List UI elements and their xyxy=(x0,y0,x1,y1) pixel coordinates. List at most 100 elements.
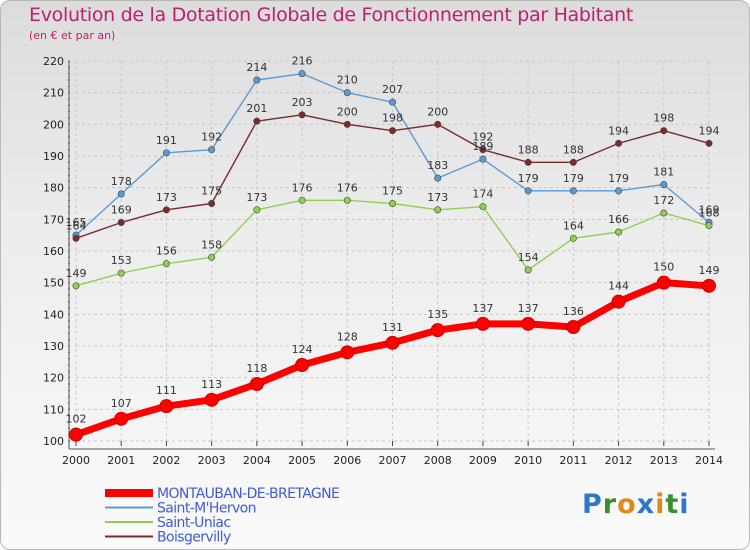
data-label: 149 xyxy=(699,264,720,277)
y-tick-label: 210 xyxy=(43,87,64,100)
data-point xyxy=(117,269,125,277)
data-point xyxy=(298,196,306,204)
x-tick-label: 2012 xyxy=(605,454,633,467)
data-label: 128 xyxy=(337,330,358,343)
data-label: 179 xyxy=(608,172,629,185)
logo-letter: P xyxy=(582,489,603,520)
data-label: 124 xyxy=(292,343,313,356)
data-point xyxy=(660,127,668,135)
data-label: 191 xyxy=(156,134,177,147)
data-label: 178 xyxy=(111,175,132,188)
data-point xyxy=(162,206,170,214)
logo-letter: o xyxy=(617,489,637,520)
data-label: 201 xyxy=(246,102,267,115)
data-point xyxy=(611,294,626,309)
data-label: 137 xyxy=(518,302,539,315)
data-point xyxy=(159,399,174,414)
data-point xyxy=(524,266,532,274)
data-label: 192 xyxy=(472,131,493,144)
data-point xyxy=(479,146,487,154)
data-point xyxy=(298,70,306,78)
data-label: 153 xyxy=(111,254,132,267)
data-label: 200 xyxy=(427,105,448,118)
data-label: 176 xyxy=(292,181,313,194)
data-point xyxy=(656,275,671,290)
data-point xyxy=(114,411,129,426)
x-tick-label: 2004 xyxy=(243,454,271,467)
data-point xyxy=(434,120,442,128)
x-tick-label: 2009 xyxy=(469,454,497,467)
data-point xyxy=(615,228,623,236)
data-label: 192 xyxy=(201,131,222,144)
data-point xyxy=(615,139,623,147)
axes: 100 110 120 130 140 150 160 170 180 190 200 210 220 2… xyxy=(43,55,723,467)
data-label: 173 xyxy=(427,191,448,204)
data-point xyxy=(162,260,170,268)
data-point xyxy=(388,200,396,208)
data-label: 118 xyxy=(246,362,267,375)
data-label: 131 xyxy=(382,321,403,334)
chart-subtitle: (en € et par an) xyxy=(29,29,116,42)
data-point xyxy=(569,158,577,166)
data-label: 136 xyxy=(563,305,584,318)
data-point xyxy=(524,158,532,166)
x-tick-label: 2006 xyxy=(333,454,361,467)
data-point xyxy=(117,190,125,198)
data-label: 183 xyxy=(427,159,448,172)
y-tick-label: 190 xyxy=(43,150,64,163)
y-tick-label: 150 xyxy=(43,277,64,290)
data-point xyxy=(479,203,487,211)
data-label: 135 xyxy=(427,308,448,321)
data-point xyxy=(295,358,310,372)
data-label: 194 xyxy=(699,124,720,137)
data-point xyxy=(524,187,532,195)
data-point xyxy=(72,234,80,242)
data-point xyxy=(521,316,536,331)
x-tick-label: 2000 xyxy=(62,454,90,467)
data-label: 173 xyxy=(246,191,267,204)
legend-label-0: MONTAUBAN-DE-BRETAGNE xyxy=(157,486,339,502)
data-label: 173 xyxy=(156,191,177,204)
data-label: 181 xyxy=(653,166,674,179)
data-label: 172 xyxy=(653,194,674,207)
data-label: 210 xyxy=(337,74,358,87)
data-point xyxy=(298,111,306,119)
data-point xyxy=(479,155,487,163)
data-label: 179 xyxy=(518,172,539,185)
data-label: 150 xyxy=(653,261,674,274)
x-tick-label: 2014 xyxy=(695,454,723,467)
data-point xyxy=(343,89,351,97)
data-point xyxy=(253,76,261,84)
data-label: 111 xyxy=(156,384,177,397)
data-point xyxy=(385,335,400,350)
data-point xyxy=(566,320,581,334)
y-tick-label: 130 xyxy=(43,340,64,353)
data-label: 174 xyxy=(472,188,493,201)
data-label: 144 xyxy=(608,280,629,293)
data-point xyxy=(388,127,396,135)
data-label: 169 xyxy=(699,204,720,217)
data-label: 179 xyxy=(563,172,584,185)
data-label: 200 xyxy=(337,105,358,118)
data-point xyxy=(434,174,442,182)
logo-letter: i xyxy=(655,489,666,520)
data-point xyxy=(702,278,716,293)
data-point xyxy=(475,316,490,331)
data-point xyxy=(705,139,713,147)
legend: MONTAUBAN-DE-BRETAGNESaint-M'HervonSaint… xyxy=(105,486,340,546)
data-label: 166 xyxy=(608,213,629,226)
data-label: 175 xyxy=(382,185,403,198)
data-label: 188 xyxy=(563,143,584,156)
y-tick-label: 200 xyxy=(43,118,64,131)
x-tick-label: 2001 xyxy=(107,454,135,467)
data-label: 165 xyxy=(66,216,87,229)
data-label: 207 xyxy=(382,83,403,96)
data-point xyxy=(204,392,219,407)
data-label: 188 xyxy=(518,143,539,156)
data-label: 137 xyxy=(472,302,493,315)
data-point xyxy=(660,209,668,217)
data-point xyxy=(162,149,170,157)
data-point xyxy=(660,181,668,189)
